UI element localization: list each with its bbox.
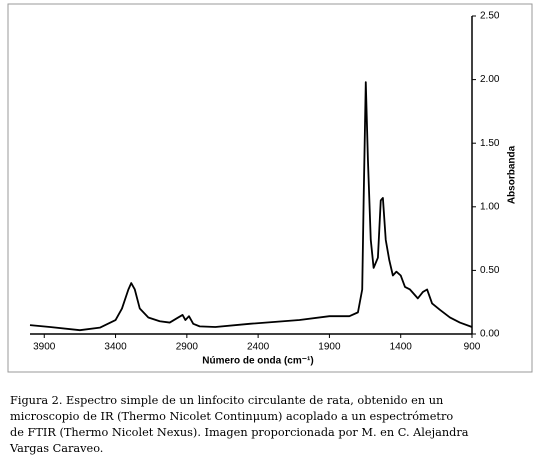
chart-frame xyxy=(7,3,533,373)
x-tick-label: 1900 xyxy=(318,342,341,353)
caption-line: Vargas Caraveo. xyxy=(10,442,104,455)
y-axis-label: Absorbanda xyxy=(507,145,518,204)
x-tick-label: 3900 xyxy=(33,342,56,353)
spectrum-line xyxy=(29,81,473,332)
x-tick-label: 2900 xyxy=(176,342,199,353)
x-tick-label: 2400 xyxy=(247,342,270,353)
caption-line: Figura 2. Espectro simple de un linfocit… xyxy=(10,394,444,407)
caption-line: microscopio de IR (Thermo Nicolet Contin… xyxy=(10,410,454,423)
y-tick-label: 1.00 xyxy=(480,201,500,212)
y-tick-label: 0.00 xyxy=(480,329,500,340)
y-tick-label: 1.50 xyxy=(480,138,500,149)
y-tick-label: 0.50 xyxy=(480,265,500,276)
caption-line: de FTIR (Thermo Nicolet Nexus). Imagen p… xyxy=(10,426,469,439)
chart: Número de onda (cm⁻¹) Absorbanda 3900 340… xyxy=(7,3,533,373)
x-tick-label: 1400 xyxy=(390,342,413,353)
x-tick-label: 900 xyxy=(464,342,481,353)
caption: Figura 2. Espectro simple de un linfocit… xyxy=(10,393,539,457)
x-axis-label: Número de onda (cm⁻¹) xyxy=(202,356,313,367)
y-tick-label: 2.00 xyxy=(480,74,500,85)
y-tick-label: 2.50 xyxy=(480,11,500,22)
x-tick-label: 3400 xyxy=(104,342,127,353)
